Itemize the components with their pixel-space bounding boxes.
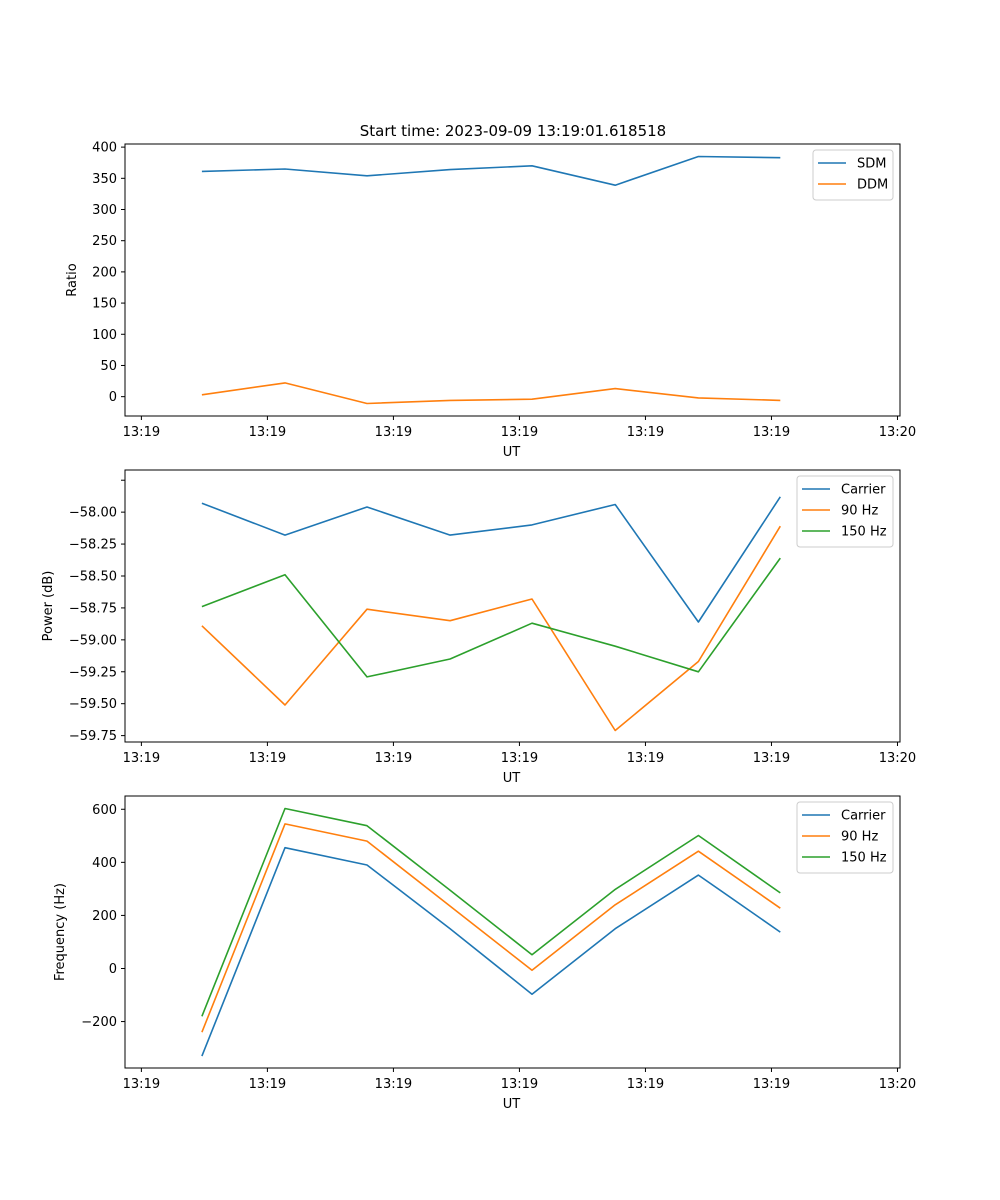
legend-box [796,801,894,874]
x-tick-label: 13:19 [753,751,790,766]
y-tick-label: 400 [92,141,117,156]
x-axis-label: UT [503,1097,521,1112]
legend-label: DDM [857,178,888,193]
y-tick-label: 350 [92,172,117,187]
y-axis-label: Frequency (Hz) [53,883,68,981]
y-tick-label: 250 [92,234,117,249]
y-tick-label: −59.00 [69,633,117,648]
series-line-90-hz [201,525,781,732]
x-tick-label: 13:19 [627,1077,664,1092]
power-panel: 13:19 13:19 13:19 13:19 13:19 13:19 13:20 −58.0… [41,469,916,786]
x-tick-label: 13:20 [879,751,916,766]
series-line-carrier [201,496,781,623]
series-line-carrier [201,846,781,1057]
y-tick-label: −58.75 [69,601,117,616]
x-tick-label: 13:19 [627,425,664,440]
series-line-150-hz [201,557,781,678]
axes-frame [124,469,901,743]
y-tick-label: −58.00 [69,506,117,521]
x-tick-label: 13:19 [627,751,664,766]
x-tick-label: 13:20 [879,1077,916,1092]
x-axis-label: UT [503,445,521,460]
y-axis-label: Ratio [65,263,80,296]
legend-label: 150 Hz [841,851,887,866]
series-line-150-hz [201,807,781,1017]
x-tick-label: 13:19 [375,1077,412,1092]
legend-label: SDM [857,157,886,172]
axes-frame [124,143,901,417]
y-tick-label: 0 [109,390,117,405]
ratio-panel: 13:19 13:19 13:19 13:19 13:19 13:19 13:20 0 50 10… [65,141,916,460]
frequency-panel: 13:19 13:19 13:19 13:19 13:19 13:19 13:20 −200 0… [53,795,916,1112]
legend-label: 90 Hz [841,830,878,845]
y-tick-label: 200 [92,265,117,280]
x-tick-label: 13:19 [753,1077,790,1092]
legend-label: Carrier [841,483,886,498]
x-tick-label: 13:19 [375,751,412,766]
x-tick-label: 13:20 [879,425,916,440]
y-tick-label: 50 [100,359,117,374]
x-tick-label: 13:19 [123,425,160,440]
legend-label: 90 Hz [841,504,878,519]
y-tick-label: 400 [92,856,117,871]
legend-box [796,475,894,548]
x-tick-label: 13:19 [753,425,790,440]
y-tick-label: 300 [92,203,117,218]
legend-label: 150 Hz [841,525,887,540]
y-tick-label: 200 [92,909,117,924]
y-tick-label: −58.50 [69,569,117,584]
legend-label: Carrier [841,809,886,824]
x-tick-label: 13:19 [501,751,538,766]
x-tick-label: 13:19 [375,425,412,440]
y-tick-label: 100 [92,328,117,343]
series-line-90-hz [201,823,781,1033]
y-tick-label: −200 [81,1015,117,1030]
figure-title: Start time: 2023-09-09 13:19:01.618518 [360,122,666,140]
x-tick-label: 13:19 [123,751,160,766]
series-line-ddm [201,382,781,405]
y-tick-label: −59.25 [69,665,117,680]
x-tick-label: 13:19 [123,1077,160,1092]
x-tick-label: 13:19 [249,751,286,766]
y-tick-label: 150 [92,297,117,312]
x-tick-label: 13:19 [249,425,286,440]
y-axis-label: Power (dB) [41,571,56,642]
y-tick-label: 600 [92,803,117,818]
series-line-sdm [201,155,781,186]
axes-frame [124,795,901,1069]
x-tick-label: 13:19 [501,425,538,440]
y-tick-label: 0 [109,962,117,977]
x-tick-label: 13:19 [501,1077,538,1092]
y-tick-label: −59.75 [69,729,117,744]
y-tick-label: −59.50 [69,697,117,712]
y-tick-label: −58.25 [69,538,117,553]
x-axis-label: UT [503,771,521,786]
x-tick-label: 13:19 [249,1077,286,1092]
